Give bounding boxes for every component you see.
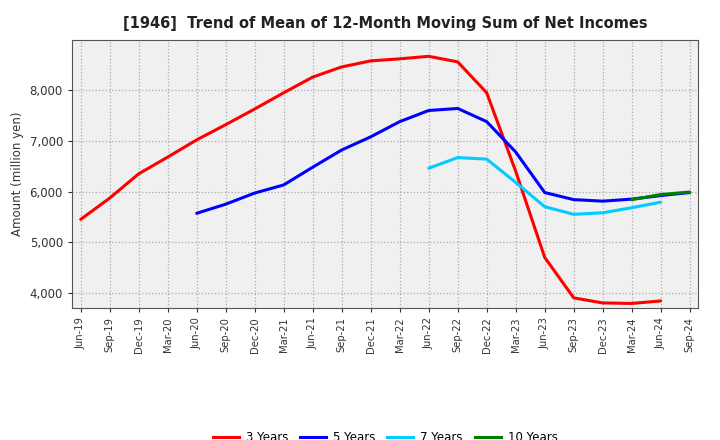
Legend: 3 Years, 5 Years, 7 Years, 10 Years: 3 Years, 5 Years, 7 Years, 10 Years <box>208 427 562 440</box>
Y-axis label: Amount (million yen): Amount (million yen) <box>11 112 24 236</box>
Title: [1946]  Trend of Mean of 12-Month Moving Sum of Net Incomes: [1946] Trend of Mean of 12-Month Moving … <box>123 16 647 32</box>
